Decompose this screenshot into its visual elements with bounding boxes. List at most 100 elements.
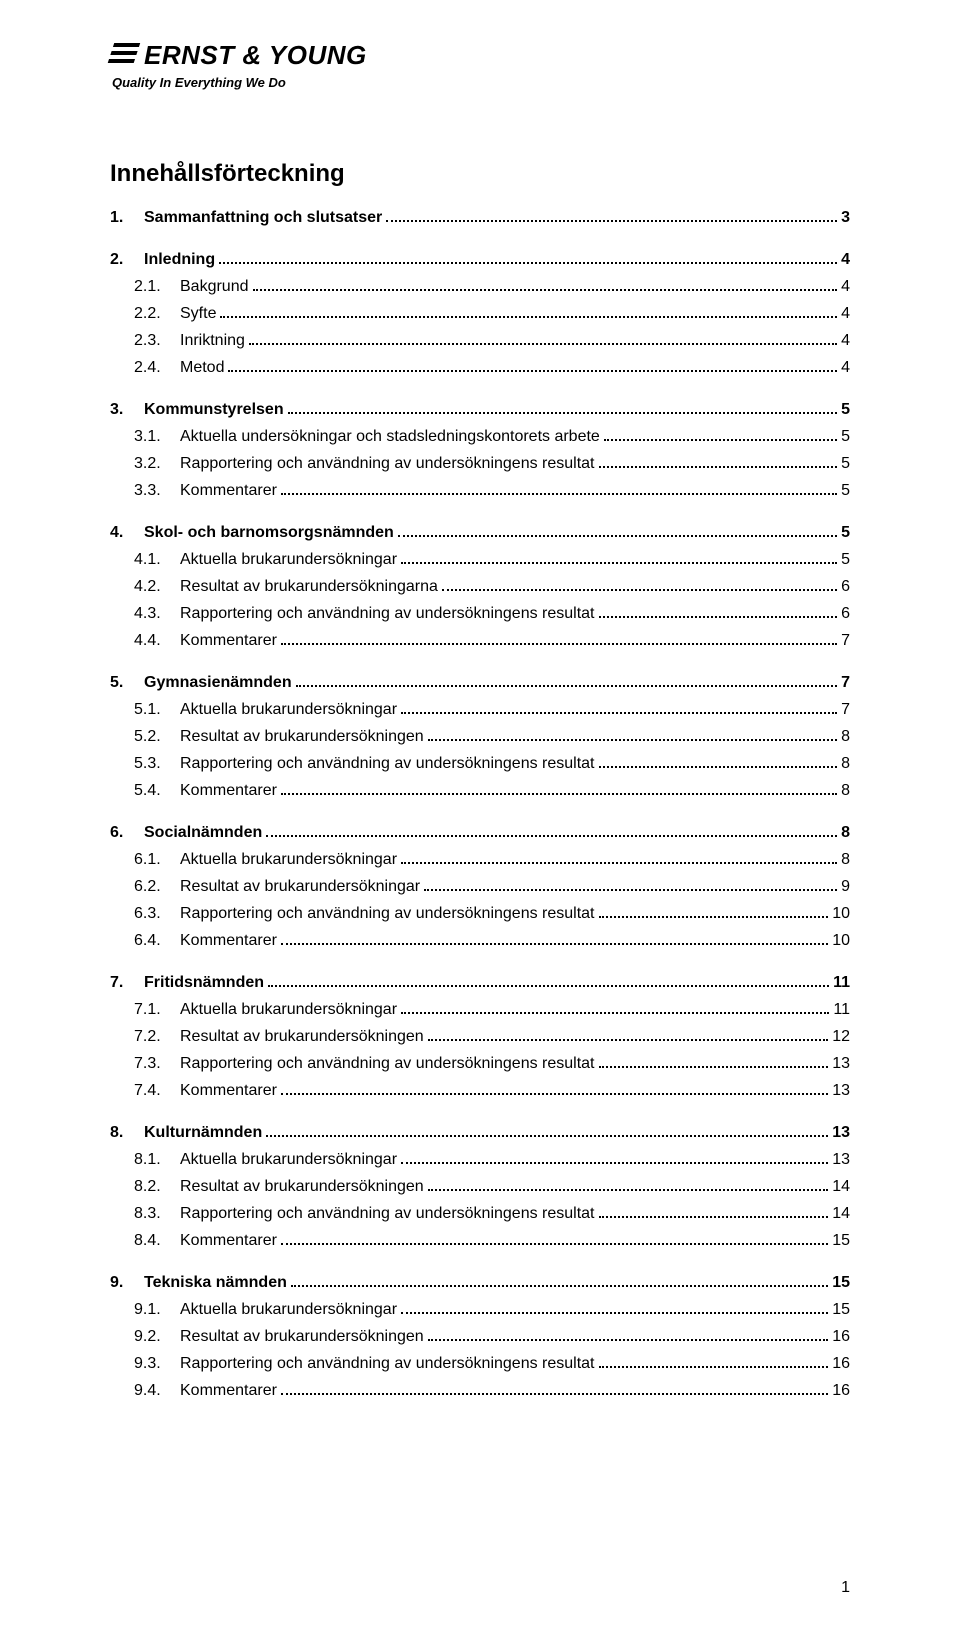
toc-entry[interactable]: 4.4.Kommentarer7 xyxy=(110,629,850,653)
toc-entry-number: 5.2. xyxy=(110,725,180,749)
toc-leader xyxy=(220,304,837,318)
toc-entry[interactable]: 4.2.Resultat av brukarundersökningarna6 xyxy=(110,575,850,599)
toc-entry-number: 4.2. xyxy=(110,575,180,599)
toc-entry[interactable]: 8.Kulturnämnden13 xyxy=(110,1121,850,1145)
toc-entry-number: 4.1. xyxy=(110,548,180,572)
toc-entry-number: 5.4. xyxy=(110,779,180,803)
toc-entry-label: Aktuella brukarundersökningar xyxy=(180,848,397,872)
toc-entry[interactable]: 6.1.Aktuella brukarundersökningar8 xyxy=(110,848,850,872)
toc-leader xyxy=(291,1273,828,1287)
toc-entry[interactable]: 7.2.Resultat av brukarundersökningen12 xyxy=(110,1025,850,1049)
toc-entry[interactable]: 6.2.Resultat av brukarundersökningar9 xyxy=(110,875,850,899)
toc-entry[interactable]: 9.Tekniska nämnden15 xyxy=(110,1271,850,1295)
toc-leader xyxy=(266,823,837,837)
toc-entry-number: 8. xyxy=(110,1121,144,1145)
toc-leader xyxy=(281,1081,828,1095)
toc-entry-number: 9.1. xyxy=(110,1298,180,1322)
toc-entry-page: 14 xyxy=(832,1202,850,1226)
toc-entry-label: Rapportering och användning av undersökn… xyxy=(180,1052,595,1076)
toc-entry-number: 8.1. xyxy=(110,1148,180,1172)
toc-entry-label: Kommentarer xyxy=(180,1379,277,1403)
toc-entry-number: 4.3. xyxy=(110,602,180,626)
toc-entry[interactable]: 2.3.Inriktning4 xyxy=(110,329,850,353)
table-of-contents: 1.Sammanfattning och slutsatser3 2.Inledn… xyxy=(110,206,850,1403)
toc-entry[interactable]: 8.4.Kommentarer15 xyxy=(110,1229,850,1253)
toc-entry-label: Rapportering och användning av undersökn… xyxy=(180,452,595,476)
toc-entry[interactable]: 4.3.Rapportering och användning av under… xyxy=(110,602,850,626)
toc-leader xyxy=(599,454,838,468)
toc-entry[interactable]: 8.1.Aktuella brukarundersökningar13 xyxy=(110,1148,850,1172)
toc-entry[interactable]: 7.1.Aktuella brukarundersökningar11 xyxy=(110,998,850,1022)
toc-entry[interactable]: 5.1.Aktuella brukarundersökningar7 xyxy=(110,698,850,722)
toc-entry[interactable]: 3.3.Kommentarer5 xyxy=(110,479,850,503)
toc-entry[interactable]: 7.Fritidsnämnden11 xyxy=(110,971,850,995)
toc-entry-number: 7.1. xyxy=(110,998,180,1022)
toc-leader xyxy=(401,1150,828,1164)
toc-entry-label: Fritidsnämnden xyxy=(144,971,264,995)
toc-entry-page: 10 xyxy=(832,902,850,926)
toc-entry[interactable]: 3.Kommunstyrelsen5 xyxy=(110,398,850,422)
brand-logo-row: ERNST & YOUNG xyxy=(110,40,850,71)
toc-entry[interactable]: 1.Sammanfattning och slutsatser3 xyxy=(110,206,850,230)
toc-entry-label: Resultat av brukarundersökningen xyxy=(180,1175,424,1199)
toc-leader xyxy=(599,754,838,768)
toc-entry[interactable]: 2.Inledning4 xyxy=(110,248,850,272)
toc-entry-label: Kommentarer xyxy=(180,1229,277,1253)
toc-entry-label: Kommentarer xyxy=(180,629,277,653)
toc-entry-label: Kulturnämnden xyxy=(144,1121,262,1145)
toc-entry[interactable]: 6.Socialnämnden8 xyxy=(110,821,850,845)
toc-entry[interactable]: 9.2.Resultat av brukarundersökningen16 xyxy=(110,1325,850,1349)
toc-entry-page: 4 xyxy=(841,275,850,299)
toc-leader xyxy=(219,250,837,264)
toc-entry[interactable]: 9.1.Aktuella brukarundersökningar15 xyxy=(110,1298,850,1322)
toc-entry-page: 7 xyxy=(841,698,850,722)
toc-entry[interactable]: 5.3.Rapportering och användning av under… xyxy=(110,752,850,776)
toc-entry[interactable]: 4.Skol- och barnomsorgsnämnden5 xyxy=(110,521,850,545)
toc-entry-page: 8 xyxy=(841,752,850,776)
toc-entry[interactable]: 3.1.Aktuella undersökningar och stadsled… xyxy=(110,425,850,449)
toc-leader xyxy=(281,781,837,795)
toc-entry-page: 15 xyxy=(832,1271,850,1295)
toc-entry[interactable]: 7.3.Rapportering och användning av under… xyxy=(110,1052,850,1076)
toc-entry-label: Rapportering och användning av undersökn… xyxy=(180,902,595,926)
toc-leader xyxy=(401,700,837,714)
toc-entry[interactable]: 2.1.Bakgrund4 xyxy=(110,275,850,299)
toc-entry[interactable]: 5.2.Resultat av brukarundersökningen8 xyxy=(110,725,850,749)
toc-entry[interactable]: 3.2.Rapportering och användning av under… xyxy=(110,452,850,476)
toc-entry[interactable]: 5.Gymnasienämnden7 xyxy=(110,671,850,695)
toc-entry[interactable]: 8.3.Rapportering och användning av under… xyxy=(110,1202,850,1226)
toc-entry-number: 6.1. xyxy=(110,848,180,872)
toc-leader xyxy=(281,481,837,495)
toc-entry[interactable]: 6.3.Rapportering och användning av under… xyxy=(110,902,850,926)
toc-entry[interactable]: 2.2.Syfte4 xyxy=(110,302,850,326)
toc-entry-number: 4.4. xyxy=(110,629,180,653)
toc-entry-label: Kommentarer xyxy=(180,779,277,803)
toc-entry-page: 5 xyxy=(841,425,850,449)
toc-entry[interactable]: 8.2.Resultat av brukarundersökningen14 xyxy=(110,1175,850,1199)
toc-entry-page: 12 xyxy=(832,1025,850,1049)
toc-entry[interactable]: 9.4.Kommentarer16 xyxy=(110,1379,850,1403)
toc-leader xyxy=(401,850,837,864)
toc-entry-page: 11 xyxy=(833,998,850,1022)
toc-leader xyxy=(249,331,837,345)
brand-mark-icon xyxy=(106,43,140,69)
toc-entry[interactable]: 9.3.Rapportering och användning av under… xyxy=(110,1352,850,1376)
toc-entry-page: 4 xyxy=(841,248,850,272)
toc-entry-page: 8 xyxy=(841,821,850,845)
toc-entry-page: 11 xyxy=(833,971,850,995)
toc-entry-label: Resultat av brukarundersökningar xyxy=(180,875,420,899)
toc-leader xyxy=(281,931,828,945)
toc-entry[interactable]: 6.4.Kommentarer10 xyxy=(110,929,850,953)
toc-entry[interactable]: 5.4.Kommentarer8 xyxy=(110,779,850,803)
toc-entry-page: 15 xyxy=(832,1298,850,1322)
toc-entry[interactable]: 7.4.Kommentarer13 xyxy=(110,1079,850,1103)
toc-entry-number: 3.2. xyxy=(110,452,180,476)
toc-entry-label: Bakgrund xyxy=(180,275,249,299)
toc-leader xyxy=(599,1354,829,1368)
toc-entry[interactable]: 2.4.Metod4 xyxy=(110,356,850,380)
toc-entry[interactable]: 4.1.Aktuella brukarundersökningar5 xyxy=(110,548,850,572)
page-number: 1 xyxy=(841,1579,850,1597)
toc-entry-label: Aktuella brukarundersökningar xyxy=(180,548,397,572)
toc-entry-number: 6.4. xyxy=(110,929,180,953)
toc-entry-page: 6 xyxy=(841,602,850,626)
